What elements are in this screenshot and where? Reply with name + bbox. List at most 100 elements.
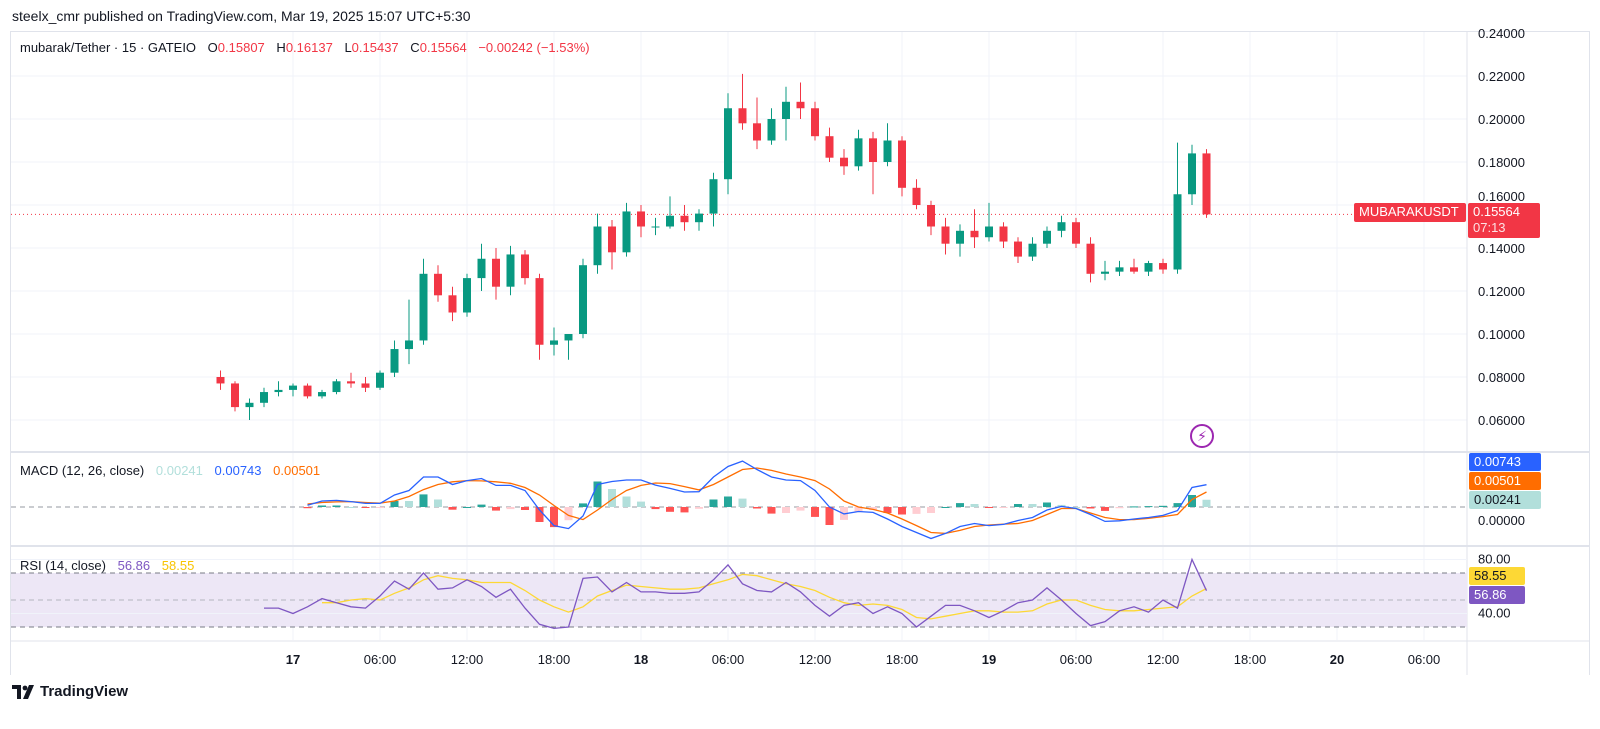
bar-countdown: 07:13 xyxy=(1473,220,1506,235)
macd-histogram-bar xyxy=(492,507,500,511)
candle-body xyxy=(477,258,486,279)
macd-histogram-bar xyxy=(463,507,471,508)
candle xyxy=(405,299,413,365)
candle-body xyxy=(970,230,979,238)
candle-body xyxy=(390,349,399,373)
candle xyxy=(332,379,341,395)
price-tick-label: 0.24000 xyxy=(1478,26,1525,41)
close-label: C xyxy=(410,40,420,55)
candle xyxy=(1014,237,1022,264)
candle-body xyxy=(724,108,732,180)
candle xyxy=(1057,215,1066,238)
rsi-title[interactable]: RSI (14, close) xyxy=(20,558,106,573)
macd-histogram-bar xyxy=(999,507,1008,508)
candle-body xyxy=(361,383,370,388)
lightning-bolt-icon[interactable]: ⚡︎ xyxy=(1190,424,1214,448)
candle xyxy=(274,381,283,397)
candle xyxy=(1115,260,1124,276)
time-tick-label: 18:00 xyxy=(886,652,919,667)
candle xyxy=(985,202,993,242)
macd-histogram-bar xyxy=(477,504,486,507)
candle-body xyxy=(637,211,645,227)
candle xyxy=(535,273,544,360)
symbol-name[interactable]: mubarak/Tether · 15 · GATEIO xyxy=(20,40,197,55)
candle xyxy=(318,389,326,399)
high-label: H xyxy=(276,40,286,55)
macd-title[interactable]: MACD (12, 26, close) xyxy=(20,463,145,478)
macd-line xyxy=(307,460,1207,540)
time-tick-label: 20 xyxy=(1330,652,1344,667)
candle xyxy=(1202,149,1211,218)
macd-value: 0.00743 xyxy=(214,463,262,478)
low-label: L xyxy=(344,40,352,55)
candle xyxy=(1043,226,1051,248)
macd-histogram-bar xyxy=(651,507,660,510)
candle-body xyxy=(448,295,457,313)
macd-histogram-bar xyxy=(666,507,674,512)
macd-histogram-bar xyxy=(695,507,703,509)
candle xyxy=(245,398,254,420)
candle xyxy=(1086,237,1095,283)
macd-histogram-bar xyxy=(564,507,573,521)
candle xyxy=(738,73,747,130)
tradingview-footer[interactable]: TradingView xyxy=(12,683,128,700)
price-tick-label: 0.16000 xyxy=(1478,189,1525,204)
candle xyxy=(347,372,355,388)
macd-histogram-bar xyxy=(941,507,950,508)
macd-signal-line xyxy=(307,467,1207,535)
macd-histogram-bar xyxy=(782,507,790,513)
macd-histogram-bar xyxy=(811,507,819,517)
candle xyxy=(999,222,1008,248)
candle xyxy=(666,196,674,229)
low-value: 0.15437 xyxy=(351,40,399,55)
last-price-value: 0.15564 xyxy=(1473,204,1520,219)
candle-body xyxy=(941,226,950,244)
candle-body xyxy=(318,392,326,397)
price-tick-label: 0.08000 xyxy=(1478,370,1525,385)
time-tick-label: 12:00 xyxy=(1147,652,1180,667)
candle xyxy=(289,383,297,397)
candle xyxy=(550,327,558,356)
macd-axis-tag: 0.00743 xyxy=(1469,453,1541,471)
candle xyxy=(622,202,631,257)
macd-histogram-bar xyxy=(1086,507,1095,509)
macd-histogram-bar xyxy=(854,507,863,512)
candle-body xyxy=(1130,267,1138,272)
macd-histogram-bar xyxy=(434,499,442,507)
candle-body xyxy=(521,254,529,279)
price-tick-label: 0.20000 xyxy=(1478,112,1525,127)
candle xyxy=(680,205,689,231)
macd-histogram-bar xyxy=(927,507,935,513)
macd-histogram-bar xyxy=(1159,505,1167,507)
candle-body xyxy=(564,334,573,341)
time-tick-label: 12:00 xyxy=(451,652,484,667)
time-tick-label: 17 xyxy=(286,652,300,667)
price-tick-label: 0.18000 xyxy=(1478,155,1525,170)
change-value: −0.00242 (−1.53%) xyxy=(478,40,590,55)
candle-body xyxy=(1202,153,1211,215)
candle-body xyxy=(1028,243,1037,257)
candle-body xyxy=(1043,230,1051,244)
macd-signal-value: 0.00501 xyxy=(273,463,321,478)
candle xyxy=(463,273,471,317)
candle xyxy=(492,248,500,300)
candle xyxy=(579,258,587,339)
candle xyxy=(361,377,370,393)
macd-histogram-bar xyxy=(869,507,877,510)
macd-histogram-bar xyxy=(579,503,587,507)
macd-histogram-bar xyxy=(767,507,776,514)
price-tick-label: 0.10000 xyxy=(1478,327,1525,342)
candle xyxy=(521,250,529,285)
publish-line: steelx_cmr published on TradingView.com,… xyxy=(12,8,471,24)
time-tick-label: 18:00 xyxy=(538,652,571,667)
macd-histogram-bar xyxy=(1188,495,1196,507)
macd-histogram-bar xyxy=(1072,507,1080,508)
candle-body xyxy=(695,213,703,223)
macd-legend: MACD (12, 26, close) 0.00241 0.00743 0.0… xyxy=(20,463,320,478)
macd-histogram-bar xyxy=(985,507,993,508)
candle xyxy=(724,93,732,195)
time-tick-label: 12:00 xyxy=(799,652,832,667)
high-value: 0.16137 xyxy=(285,40,333,55)
candle xyxy=(912,179,921,210)
